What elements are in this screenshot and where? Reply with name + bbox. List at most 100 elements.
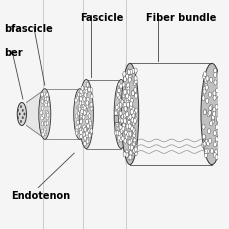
Ellipse shape: [214, 150, 217, 155]
Ellipse shape: [215, 92, 218, 97]
Ellipse shape: [124, 108, 127, 113]
Ellipse shape: [90, 95, 93, 99]
Ellipse shape: [79, 128, 82, 133]
Ellipse shape: [133, 88, 136, 93]
Ellipse shape: [131, 91, 134, 96]
Ellipse shape: [125, 98, 129, 103]
Ellipse shape: [118, 112, 121, 117]
Ellipse shape: [208, 93, 211, 98]
Ellipse shape: [218, 77, 221, 82]
Ellipse shape: [206, 141, 209, 146]
Ellipse shape: [209, 106, 212, 111]
Ellipse shape: [121, 136, 124, 141]
Ellipse shape: [124, 133, 127, 138]
Ellipse shape: [80, 114, 82, 118]
Ellipse shape: [79, 111, 82, 116]
Ellipse shape: [122, 103, 125, 108]
Ellipse shape: [211, 115, 214, 120]
Ellipse shape: [41, 93, 43, 97]
Ellipse shape: [85, 120, 88, 124]
Ellipse shape: [76, 131, 78, 135]
Ellipse shape: [75, 131, 78, 136]
Ellipse shape: [120, 100, 123, 105]
Ellipse shape: [132, 111, 135, 116]
Ellipse shape: [134, 109, 137, 114]
Ellipse shape: [120, 103, 123, 107]
Ellipse shape: [123, 77, 126, 82]
Ellipse shape: [210, 119, 213, 124]
Ellipse shape: [86, 89, 89, 93]
Ellipse shape: [115, 113, 118, 118]
Ellipse shape: [86, 83, 89, 88]
Ellipse shape: [85, 90, 87, 95]
Ellipse shape: [218, 89, 221, 94]
Polygon shape: [125, 64, 128, 165]
Ellipse shape: [134, 79, 137, 85]
Ellipse shape: [122, 123, 125, 128]
Ellipse shape: [215, 89, 218, 94]
Ellipse shape: [131, 114, 134, 119]
FancyBboxPatch shape: [113, 116, 117, 123]
Ellipse shape: [134, 94, 137, 99]
Ellipse shape: [202, 75, 205, 80]
Ellipse shape: [124, 131, 127, 135]
Ellipse shape: [84, 93, 86, 98]
Ellipse shape: [74, 89, 85, 140]
Ellipse shape: [88, 133, 91, 137]
Ellipse shape: [122, 123, 125, 128]
Ellipse shape: [77, 125, 80, 129]
Ellipse shape: [80, 119, 82, 123]
Ellipse shape: [76, 125, 78, 130]
Ellipse shape: [115, 106, 118, 110]
Ellipse shape: [125, 88, 128, 93]
Ellipse shape: [211, 116, 214, 121]
Ellipse shape: [128, 115, 131, 120]
Ellipse shape: [46, 116, 49, 120]
Ellipse shape: [24, 113, 25, 116]
Ellipse shape: [132, 148, 135, 153]
Ellipse shape: [125, 75, 128, 80]
Ellipse shape: [125, 112, 128, 117]
Ellipse shape: [123, 103, 126, 108]
Ellipse shape: [212, 108, 215, 113]
Ellipse shape: [218, 129, 221, 134]
Ellipse shape: [204, 84, 207, 89]
Ellipse shape: [123, 130, 126, 134]
Ellipse shape: [205, 149, 208, 154]
Ellipse shape: [129, 105, 132, 110]
Ellipse shape: [123, 152, 125, 157]
Ellipse shape: [125, 124, 128, 129]
Ellipse shape: [89, 104, 92, 108]
Ellipse shape: [202, 134, 204, 139]
Ellipse shape: [78, 109, 81, 113]
Ellipse shape: [44, 132, 46, 136]
Ellipse shape: [120, 115, 123, 120]
Ellipse shape: [214, 105, 217, 110]
Ellipse shape: [79, 103, 82, 107]
Ellipse shape: [208, 111, 211, 116]
Ellipse shape: [79, 98, 82, 102]
Ellipse shape: [130, 110, 133, 115]
Ellipse shape: [79, 93, 82, 98]
Text: ber: ber: [4, 48, 23, 58]
Ellipse shape: [213, 73, 216, 78]
Ellipse shape: [202, 90, 205, 95]
Ellipse shape: [43, 94, 46, 98]
Ellipse shape: [204, 149, 207, 154]
Ellipse shape: [81, 101, 84, 105]
Ellipse shape: [128, 133, 131, 138]
Ellipse shape: [116, 131, 119, 135]
Ellipse shape: [40, 116, 43, 120]
Ellipse shape: [118, 119, 121, 123]
Ellipse shape: [125, 135, 128, 139]
Ellipse shape: [85, 127, 87, 132]
Ellipse shape: [212, 96, 215, 101]
Ellipse shape: [127, 96, 130, 101]
Ellipse shape: [126, 140, 130, 145]
Ellipse shape: [43, 102, 46, 106]
Ellipse shape: [126, 90, 129, 95]
Ellipse shape: [118, 118, 121, 123]
Ellipse shape: [212, 131, 215, 136]
Ellipse shape: [215, 118, 218, 123]
Ellipse shape: [117, 95, 120, 100]
